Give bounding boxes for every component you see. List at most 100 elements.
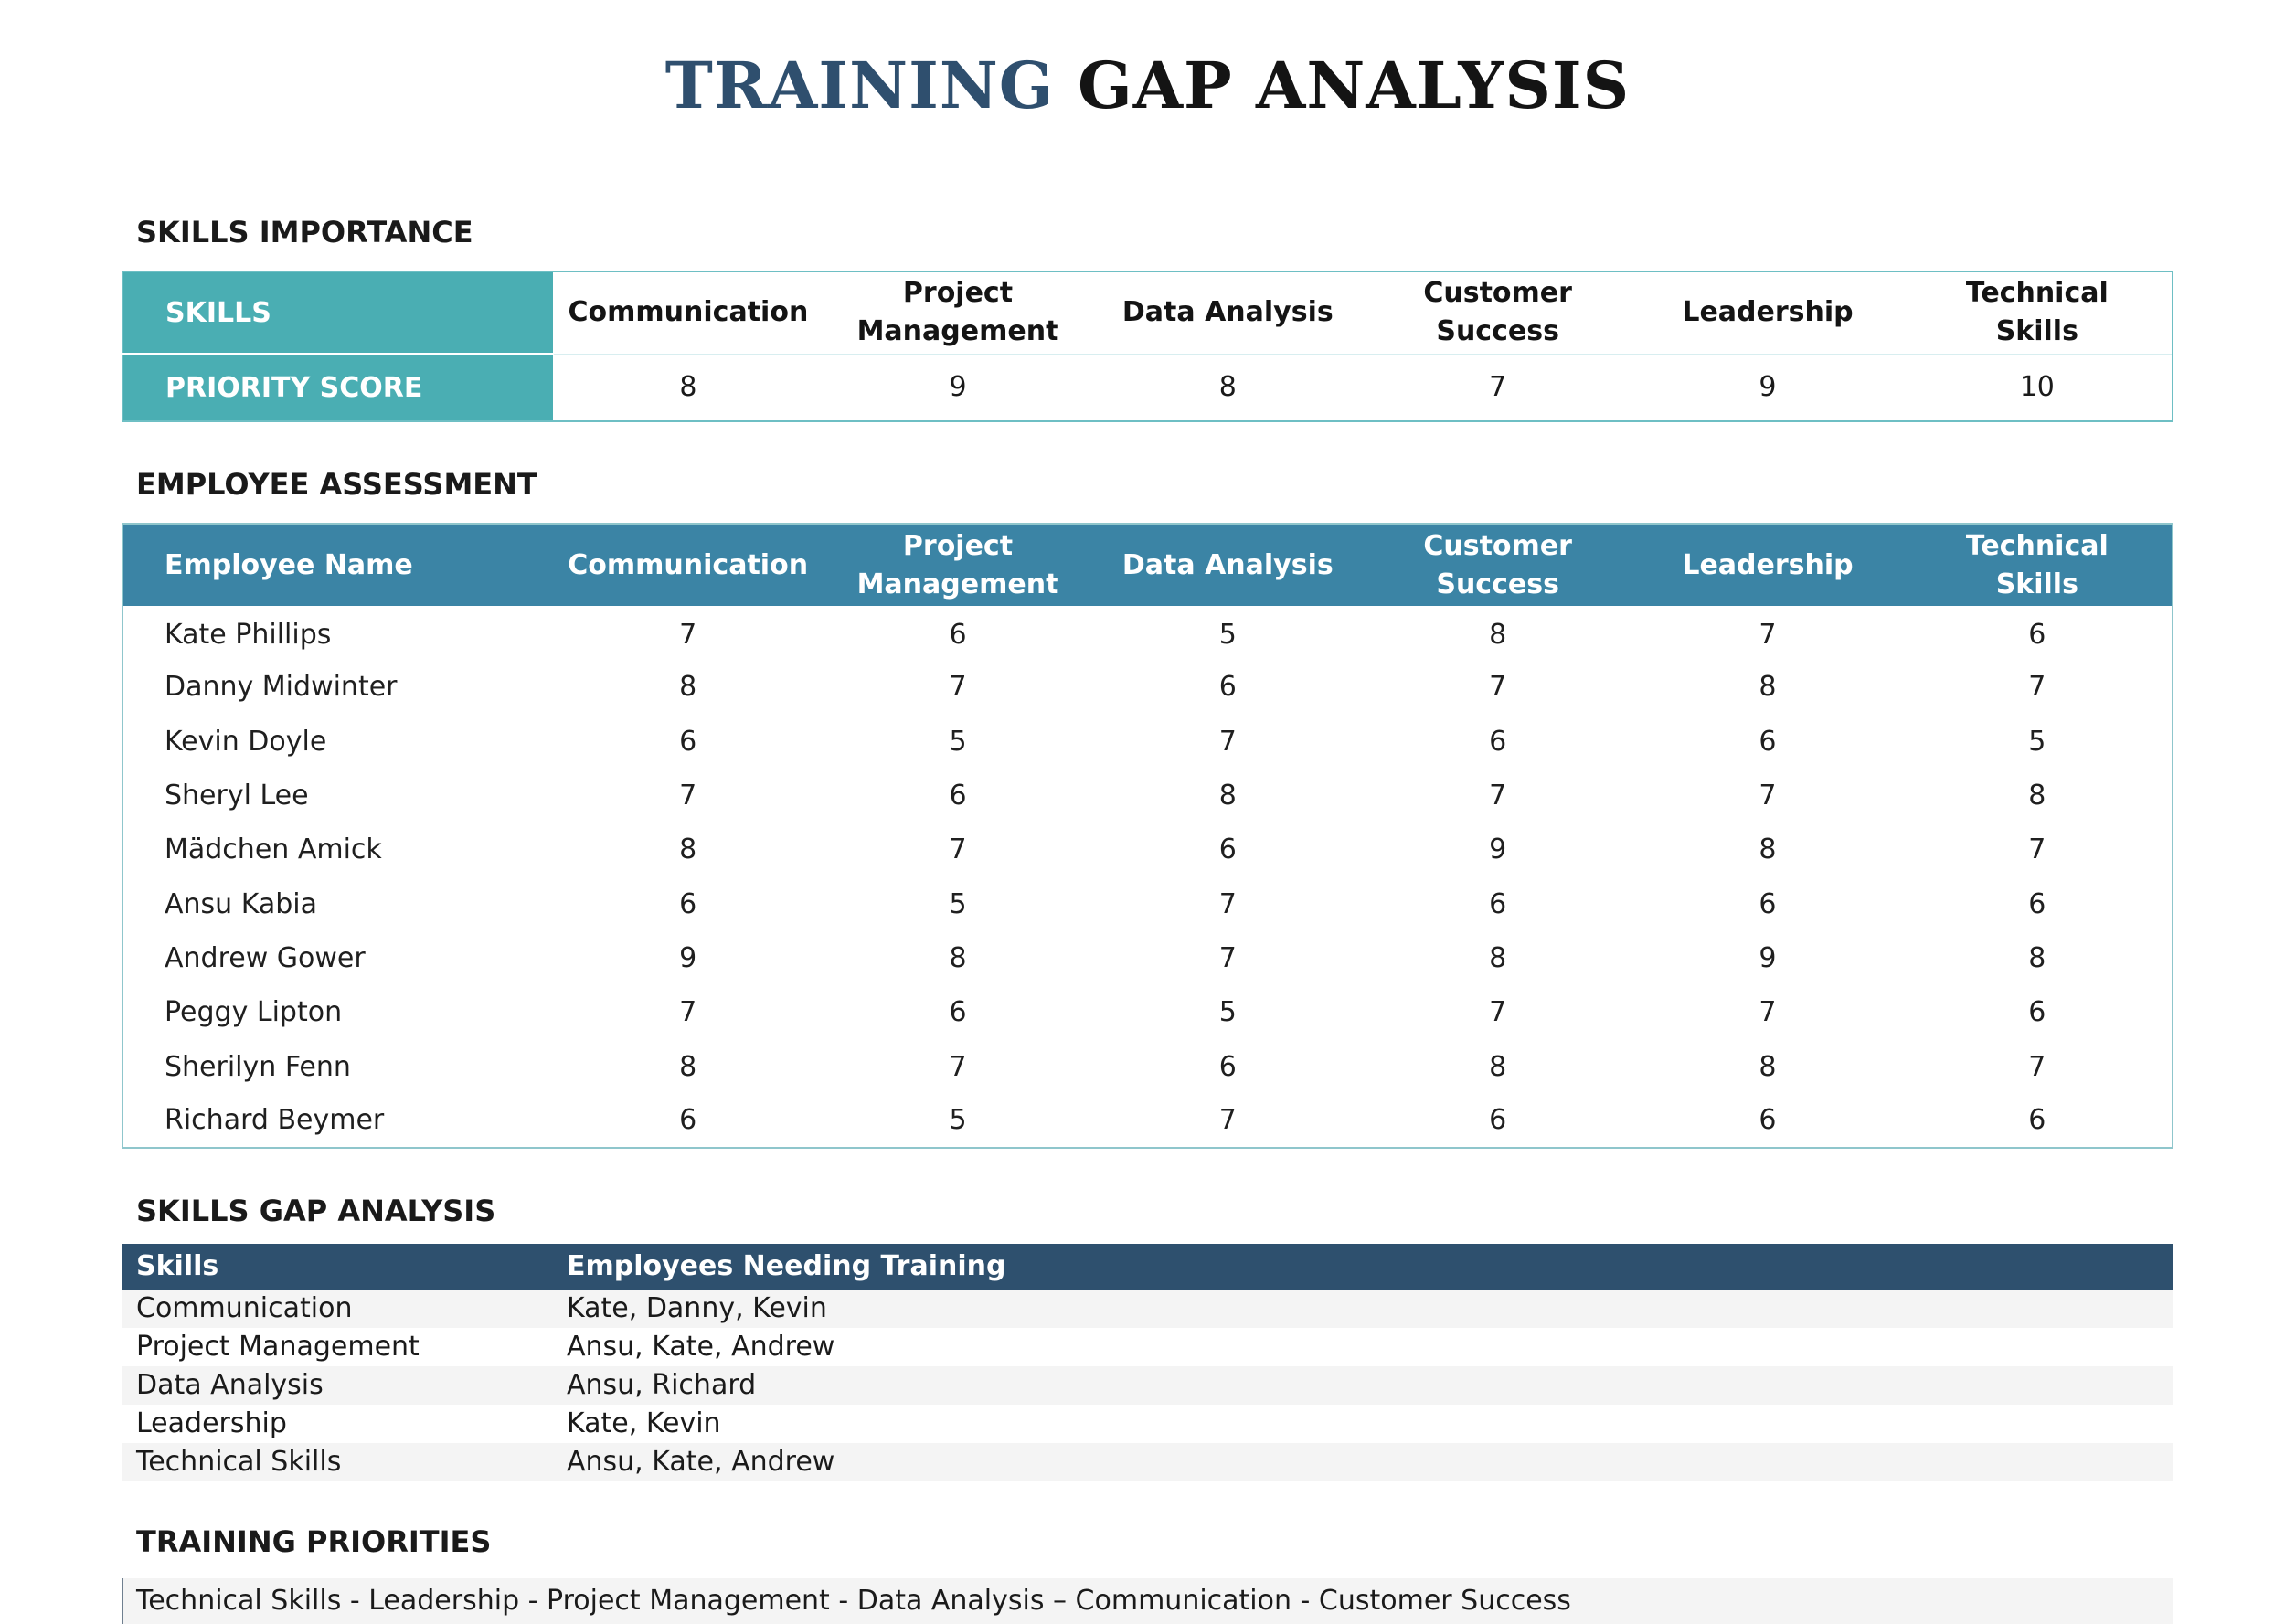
score-cell: 7 bbox=[949, 1050, 967, 1083]
assessment-column-header: Communication bbox=[568, 548, 809, 581]
score-cell: 8 bbox=[1218, 780, 1237, 812]
score-cell: 7 bbox=[1489, 780, 1507, 812]
score-cell: 5 bbox=[949, 887, 967, 920]
employee-name: Danny Midwinter bbox=[165, 671, 398, 704]
score-cell: 8 bbox=[2028, 941, 2046, 974]
gap-skill: Project Management bbox=[136, 1331, 420, 1364]
score-cell: 5 bbox=[949, 725, 967, 758]
gap-skill: Technical Skills bbox=[136, 1446, 342, 1479]
assessment-header-row: Employee Name Communication Project Manag… bbox=[122, 524, 2173, 606]
score-cell: 7 bbox=[2028, 1050, 2046, 1083]
score-cell: 7 bbox=[679, 996, 697, 1029]
table-row: Project Management Ansu, Kate, Andrew bbox=[122, 1328, 2173, 1366]
priority-score-label: PRIORITY SCORE bbox=[122, 353, 554, 421]
score-cell: 9 bbox=[1759, 941, 1777, 974]
employee-name: Mädchen Amick bbox=[165, 833, 382, 866]
score-cell: 8 bbox=[1759, 671, 1777, 704]
skills-importance-heading: SKILLS IMPORTANCE bbox=[136, 215, 473, 249]
table-row: Kevin Doyle 6 5 7 6 6 5 bbox=[122, 715, 2173, 769]
score-cell: 7 bbox=[1218, 887, 1237, 920]
skill-header: Project Management bbox=[856, 277, 1059, 348]
score-cell: 5 bbox=[949, 1104, 967, 1137]
employee-name: Kevin Doyle bbox=[165, 725, 327, 758]
assessment-column-header: Data Analysis bbox=[1121, 548, 1334, 581]
score-cell: 5 bbox=[1218, 619, 1237, 652]
score-cell: 8 bbox=[679, 1050, 697, 1083]
priority-score-cell: 9 bbox=[823, 353, 1093, 421]
score-cell: 6 bbox=[2028, 887, 2046, 920]
score-cell: 7 bbox=[1218, 1104, 1237, 1137]
score-cell: 8 bbox=[2028, 780, 2046, 812]
employee-assessment-section: EMPLOYEE ASSESSMENT Employee Name Commun… bbox=[122, 466, 2173, 1149]
score-cell: 8 bbox=[949, 941, 967, 974]
title-rest: GAP ANALYSIS bbox=[1077, 48, 1631, 123]
training-priorities-text: Technical Skills - Leadership - Project … bbox=[122, 1577, 2173, 1624]
score-cell: 7 bbox=[949, 671, 967, 704]
gap-employees: Ansu, Richard bbox=[567, 1369, 757, 1402]
document-page: TRAINING GAP ANALYSIS SKILLS IMPORTANCE … bbox=[122, 0, 2173, 1624]
priority-score-cell: 9 bbox=[1632, 353, 1903, 421]
employee-name: Peggy Lipton bbox=[165, 996, 343, 1029]
table-row: Leadership Kate, Kevin bbox=[122, 1405, 2173, 1443]
priority-score-cell: 10 bbox=[1902, 353, 2173, 421]
score-cell: 6 bbox=[1759, 725, 1777, 758]
score-cell: 8 bbox=[1489, 941, 1507, 974]
score-cell: 8 bbox=[1489, 619, 1507, 652]
page-title: TRAINING GAP ANALYSIS bbox=[122, 0, 2173, 124]
assessment-column-header: Customer Success bbox=[1423, 529, 1572, 600]
score-cell: 9 bbox=[1489, 833, 1507, 866]
employee-name-header: Employee Name bbox=[165, 548, 413, 581]
table-row: Technical Skills Ansu, Kate, Andrew bbox=[122, 1442, 2173, 1481]
score-cell: 6 bbox=[2028, 996, 2046, 1029]
assessment-column-header: Leadership bbox=[1682, 548, 1854, 581]
score-cell: 8 bbox=[679, 833, 697, 866]
score-cell: 6 bbox=[2028, 619, 2046, 652]
score-cell: 6 bbox=[1759, 887, 1777, 920]
score-cell: 6 bbox=[1218, 1050, 1237, 1083]
title-accent: TRAINING bbox=[664, 48, 1055, 123]
score-cell: 8 bbox=[1759, 833, 1777, 866]
score-cell: 6 bbox=[679, 725, 697, 758]
gap-skill: Communication bbox=[136, 1292, 353, 1325]
gap-skill: Leadership bbox=[136, 1407, 287, 1440]
gap-skills-header: Skills bbox=[136, 1250, 219, 1283]
score-cell: 6 bbox=[949, 996, 967, 1029]
priority-score-cell: 8 bbox=[1092, 353, 1363, 421]
skill-header: Customer Success bbox=[1423, 277, 1572, 348]
score-cell: 9 bbox=[679, 941, 697, 974]
skill-header: Communication bbox=[568, 296, 809, 329]
table-row: Andrew Gower 9 8 7 8 9 8 bbox=[122, 931, 2173, 985]
score-cell: 7 bbox=[1489, 671, 1507, 704]
score-cell: 7 bbox=[1759, 780, 1777, 812]
table-row: Peggy Lipton 7 6 5 7 7 6 bbox=[122, 985, 2173, 1039]
score-cell: 6 bbox=[1759, 1104, 1777, 1137]
assessment-column-header: Project Management bbox=[856, 529, 1059, 600]
skills-importance-section: SKILLS IMPORTANCE SKILLS Communication P… bbox=[122, 214, 2173, 422]
score-cell: 7 bbox=[949, 833, 967, 866]
employee-assessment-heading: EMPLOYEE ASSESSMENT bbox=[136, 467, 537, 502]
table-row: Ansu Kabia 6 5 7 6 6 6 bbox=[122, 876, 2173, 930]
gap-employees: Kate, Kevin bbox=[567, 1407, 721, 1440]
employee-name: Andrew Gower bbox=[165, 941, 366, 974]
table-row: Communication Kate, Danny, Kevin bbox=[122, 1289, 2173, 1328]
score-cell: 5 bbox=[2028, 725, 2046, 758]
employee-name: Sherilyn Fenn bbox=[165, 1050, 351, 1083]
score-cell: 7 bbox=[1489, 996, 1507, 1029]
score-cell: 6 bbox=[679, 887, 697, 920]
employee-name: Ansu Kabia bbox=[165, 887, 318, 920]
training-priorities-heading: TRAINING PRIORITIES bbox=[136, 1523, 492, 1559]
skills-gap-section: SKILLS GAP ANALYSIS Skills Employees Nee… bbox=[122, 1193, 2173, 1481]
score-cell: 7 bbox=[679, 619, 697, 652]
score-cell: 7 bbox=[679, 780, 697, 812]
score-cell: 6 bbox=[679, 1104, 697, 1137]
skill-header: Leadership bbox=[1682, 296, 1854, 329]
priority-score-cell: 8 bbox=[553, 353, 824, 421]
assessment-column-header: Technical Skills bbox=[1965, 529, 2109, 600]
skill-header: Technical Skills bbox=[1965, 277, 2109, 348]
skills-row-label: SKILLS bbox=[122, 271, 554, 354]
score-cell: 6 bbox=[949, 780, 967, 812]
table-row: Kate Phillips 7 6 5 8 7 6 bbox=[122, 606, 2173, 660]
score-cell: 6 bbox=[1489, 887, 1507, 920]
skills-row: SKILLS Communication Project Management D… bbox=[122, 271, 2173, 354]
priority-score-row: PRIORITY SCORE 8 9 8 7 9 10 bbox=[122, 353, 2173, 421]
